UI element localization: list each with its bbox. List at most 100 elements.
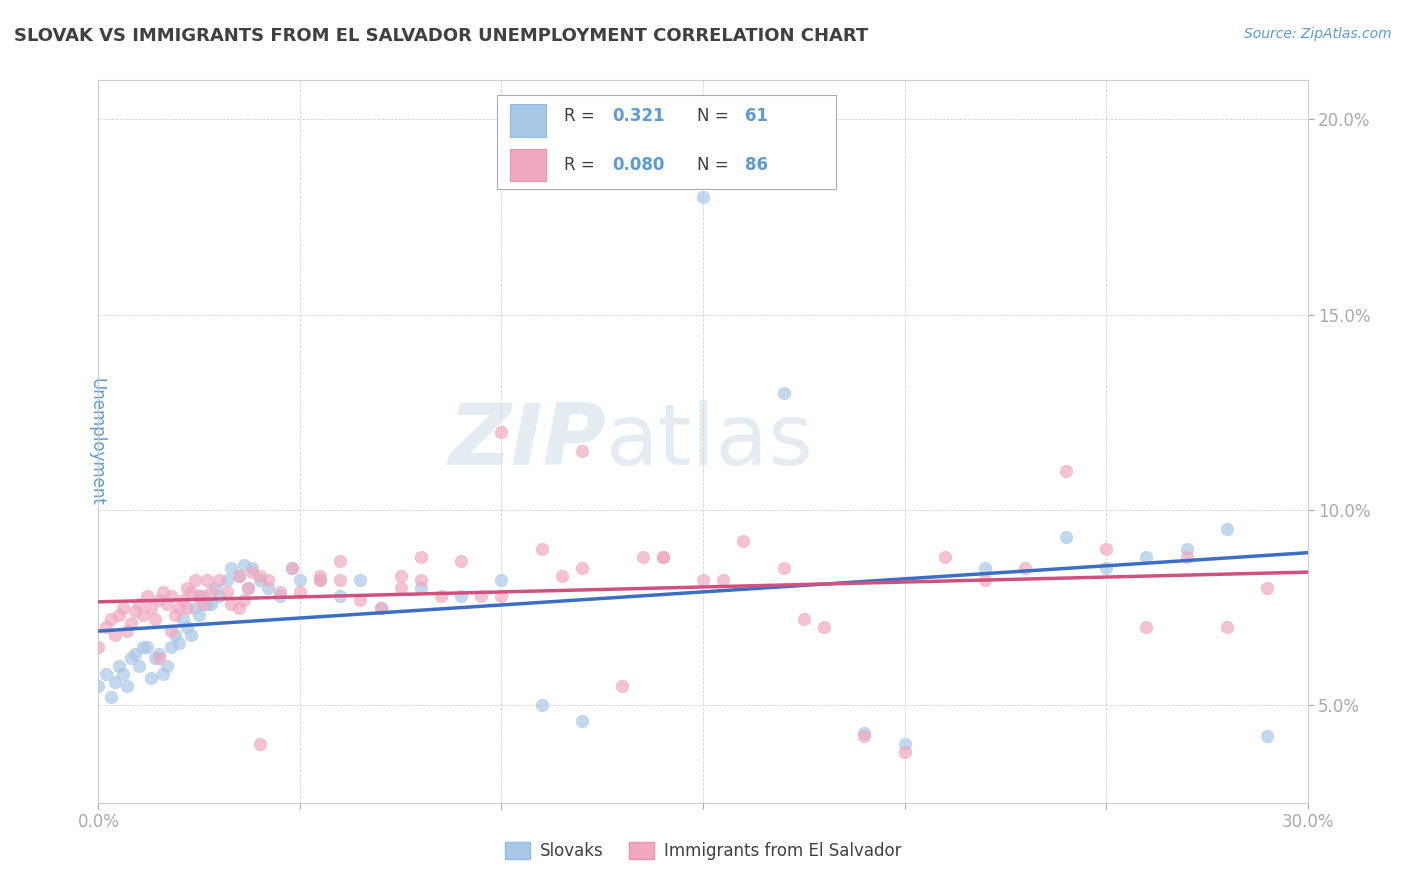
Point bbox=[329, 589, 352, 603]
Point bbox=[107, 659, 129, 673]
Point bbox=[853, 725, 876, 739]
Point bbox=[143, 612, 166, 626]
Point bbox=[571, 714, 593, 728]
Point bbox=[160, 624, 183, 638]
Point bbox=[1135, 549, 1157, 564]
Point bbox=[571, 561, 593, 575]
Point bbox=[176, 620, 198, 634]
Point bbox=[188, 608, 211, 623]
Point bbox=[450, 554, 472, 568]
Point bbox=[193, 597, 215, 611]
Point bbox=[309, 573, 332, 587]
Point bbox=[120, 616, 142, 631]
Point bbox=[389, 569, 412, 583]
Point bbox=[309, 569, 332, 583]
Point bbox=[139, 600, 162, 615]
Point bbox=[148, 651, 170, 665]
Point bbox=[195, 597, 218, 611]
Point bbox=[204, 581, 226, 595]
FancyBboxPatch shape bbox=[498, 95, 837, 189]
Text: 61: 61 bbox=[745, 107, 768, 126]
Point bbox=[240, 566, 263, 580]
Point bbox=[249, 569, 271, 583]
Point bbox=[692, 190, 714, 204]
Point bbox=[217, 573, 239, 587]
Point bbox=[1095, 561, 1118, 575]
Point bbox=[309, 573, 332, 587]
Y-axis label: Unemployment: Unemployment bbox=[87, 377, 105, 506]
Text: SLOVAK VS IMMIGRANTS FROM EL SALVADOR UNEMPLOYMENT CORRELATION CHART: SLOVAK VS IMMIGRANTS FROM EL SALVADOR UN… bbox=[14, 27, 869, 45]
Point bbox=[236, 581, 259, 595]
Point bbox=[135, 640, 157, 654]
Point bbox=[430, 589, 453, 603]
Text: N =: N = bbox=[697, 107, 734, 126]
Point bbox=[772, 385, 794, 400]
Point bbox=[156, 659, 179, 673]
Point bbox=[139, 671, 162, 685]
Point bbox=[96, 620, 118, 634]
Point bbox=[288, 573, 311, 587]
Point bbox=[256, 581, 278, 595]
Point bbox=[974, 561, 997, 575]
Point bbox=[530, 541, 553, 556]
Point bbox=[156, 597, 179, 611]
Point bbox=[160, 640, 183, 654]
Point bbox=[228, 569, 250, 583]
Point bbox=[217, 585, 239, 599]
Point bbox=[184, 600, 207, 615]
Point bbox=[793, 612, 815, 626]
Point bbox=[974, 573, 997, 587]
Point bbox=[813, 620, 835, 634]
Point bbox=[111, 667, 134, 681]
Point bbox=[409, 549, 432, 564]
Point bbox=[1216, 620, 1239, 634]
Point bbox=[571, 444, 593, 458]
Point bbox=[180, 628, 202, 642]
Point bbox=[349, 592, 371, 607]
Point bbox=[893, 737, 915, 751]
Point bbox=[692, 573, 714, 587]
Point bbox=[249, 737, 271, 751]
Point bbox=[124, 604, 146, 618]
Point bbox=[711, 573, 734, 587]
Point bbox=[135, 589, 157, 603]
Point bbox=[96, 667, 118, 681]
Point bbox=[281, 561, 304, 575]
Point bbox=[111, 600, 134, 615]
Point bbox=[1175, 549, 1198, 564]
Point bbox=[1256, 581, 1278, 595]
Point bbox=[269, 585, 291, 599]
Point bbox=[1095, 541, 1118, 556]
Point bbox=[184, 573, 207, 587]
Point bbox=[228, 569, 250, 583]
Text: Source: ZipAtlas.com: Source: ZipAtlas.com bbox=[1244, 27, 1392, 41]
Point bbox=[163, 608, 186, 623]
Point bbox=[221, 561, 243, 575]
Point bbox=[208, 573, 231, 587]
Point bbox=[152, 585, 174, 599]
Point bbox=[349, 573, 371, 587]
Point bbox=[389, 581, 412, 595]
Point bbox=[128, 597, 150, 611]
Point bbox=[612, 679, 634, 693]
Point bbox=[208, 589, 231, 603]
Point bbox=[1054, 464, 1077, 478]
Text: R =: R = bbox=[564, 156, 600, 174]
Point bbox=[100, 690, 122, 705]
Point bbox=[176, 581, 198, 595]
Point bbox=[491, 573, 513, 587]
Point bbox=[143, 651, 166, 665]
Point bbox=[232, 592, 254, 607]
Text: 86: 86 bbox=[745, 156, 768, 174]
Point bbox=[160, 589, 183, 603]
Point bbox=[329, 554, 352, 568]
Point bbox=[172, 592, 194, 607]
Point bbox=[1054, 530, 1077, 544]
Point bbox=[132, 608, 155, 623]
Point bbox=[631, 549, 654, 564]
Point bbox=[87, 679, 110, 693]
FancyBboxPatch shape bbox=[509, 149, 546, 181]
Point bbox=[115, 624, 138, 638]
Point bbox=[772, 561, 794, 575]
Point bbox=[236, 581, 259, 595]
